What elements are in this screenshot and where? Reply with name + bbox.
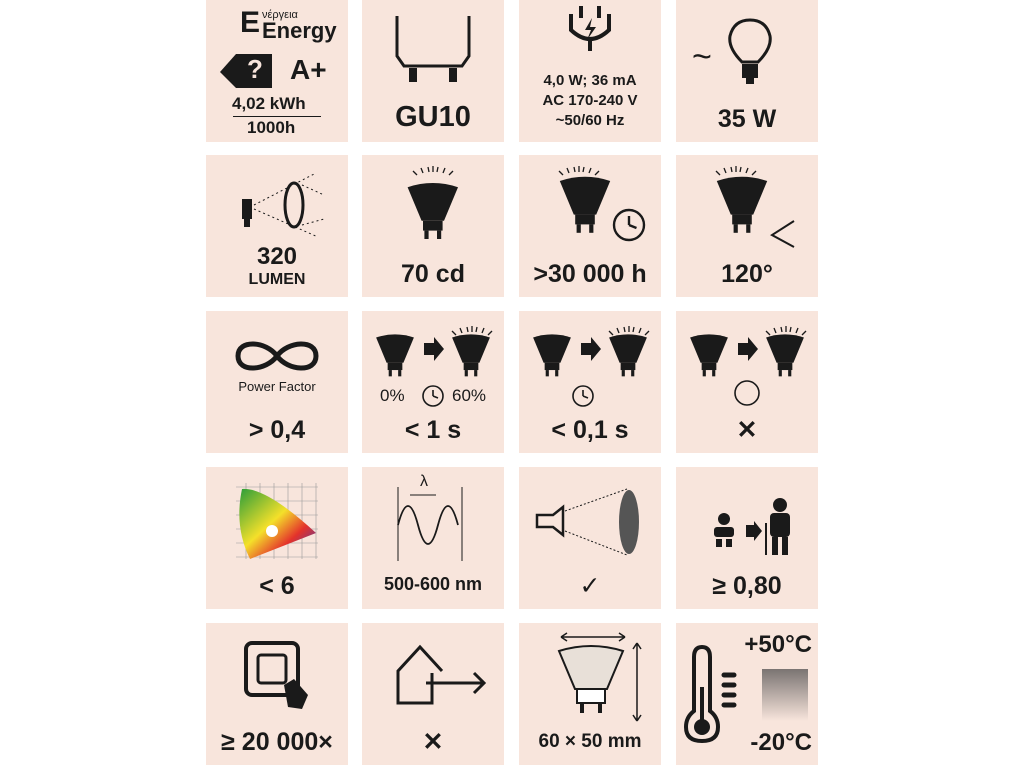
energy-consumption: 4,02 kWh: [232, 94, 306, 113]
lumen-unit: LUMEN: [248, 271, 306, 288]
power-factor-tile: Power Factor > 0,4: [206, 311, 348, 453]
power-tile: 4,0 W; 36 mA AC 170-240 V ~50/60 Hz: [519, 0, 661, 142]
spotlight-angle-icon: [715, 165, 795, 248]
dimensions: 60 × 50 mm: [538, 731, 642, 752]
gu10-socket-icon: [395, 16, 471, 82]
lifetime: >30 000 h: [533, 260, 647, 288]
tilde: ~: [692, 38, 712, 76]
light-output-icon: [242, 172, 325, 238]
energy-greek: νέργεια: [262, 9, 298, 21]
equivalent-tile: ~ 35 W: [676, 0, 818, 142]
startup-time: < 0,1 s: [551, 416, 629, 444]
socket-tile: GU10: [362, 0, 504, 142]
plug-icon: [569, 6, 611, 51]
dimmer-icon: [690, 325, 807, 406]
energy-per: 1000h: [247, 118, 296, 137]
warmup-time: < 1 s: [404, 416, 462, 444]
power-factor-caption: Power Factor: [238, 379, 316, 394]
startup-icon: [533, 325, 650, 407]
beam-angle: 120°: [721, 260, 773, 288]
energy-arrow-icon: [220, 54, 272, 88]
divider: [233, 116, 321, 117]
energy-word: Energy: [262, 18, 337, 43]
temperature-tile: +50°C -20°C: [676, 623, 818, 765]
dimmable-tile: ✕: [676, 311, 818, 453]
beam-tile: ✓: [519, 467, 661, 609]
intensity-tile: 70 cd: [362, 155, 504, 297]
warmup-icon: [376, 325, 493, 407]
lambda: λ: [420, 473, 428, 490]
power-consumption: 4,0 W; 36 mA: [543, 72, 637, 89]
socket-label: GU10: [395, 101, 471, 133]
energy-unknown: ?: [247, 54, 263, 84]
color-deviation: < 6: [259, 572, 295, 600]
baby-to-elder-icon: [714, 498, 790, 555]
beam-angle-tile: 120°: [676, 155, 818, 297]
color-gamut-icon: [236, 483, 318, 559]
flashlight-beam-icon: [535, 488, 639, 556]
luminous-intensity: 70 cd: [401, 260, 465, 288]
not-dimmable-mark: ✕: [736, 416, 758, 444]
not-outdoor-mark: ✕: [422, 728, 444, 756]
voltage: AC 170-240 V: [542, 92, 638, 109]
startup-tile: < 0,1 s: [519, 311, 661, 453]
house-exit-icon: [396, 644, 487, 705]
bulb-dimensions-icon: [557, 632, 642, 722]
dimensions-tile: 60 × 50 mm: [519, 623, 661, 765]
incandescent-bulb-icon: [728, 18, 772, 84]
warmup-from: 0%: [380, 386, 405, 405]
warmup-to: 60%: [452, 386, 487, 405]
wavelength-range: 500-600 nm: [383, 574, 483, 594]
lifetime-tile: >30 000 h: [519, 155, 661, 297]
light-switch-icon: [244, 641, 308, 709]
infinity-plug-icon: [235, 341, 319, 371]
max-temperature: +50°C: [744, 631, 812, 658]
lumen-maintenance-tile: ≥ 0,80: [676, 467, 818, 609]
frequency: ~50/60 Hz: [555, 112, 625, 129]
power-factor-value: > 0,4: [248, 416, 306, 444]
lumen-maintenance-factor: ≥ 0,80: [712, 572, 782, 600]
lumen-tile: 320 LUMEN: [206, 155, 348, 297]
min-temperature: -20°C: [750, 729, 812, 756]
energy-label-tile: E νέργεια Energy ? A+ 4,02 kWh 1000h: [206, 0, 348, 142]
energy-class: A+: [290, 54, 327, 85]
warmup-tile: 0% 60% < 1 s: [362, 311, 504, 453]
switching-cycles: ≥ 20 000×: [221, 728, 333, 756]
wavelength-tile: λ 500-600 nm: [362, 467, 504, 609]
equivalent-wattage: 35 W: [717, 105, 777, 133]
lumen-value: 320: [256, 243, 298, 270]
thermometer-icon: [683, 644, 808, 744]
beam-check: ✓: [579, 572, 601, 600]
sine-wave-icon: [397, 487, 463, 561]
outdoor-tile: ✕: [362, 623, 504, 765]
switching-cycles-tile: ≥ 20 000×: [206, 623, 348, 765]
energy-e: E: [240, 6, 261, 39]
cri-tile: < 6: [206, 467, 348, 609]
